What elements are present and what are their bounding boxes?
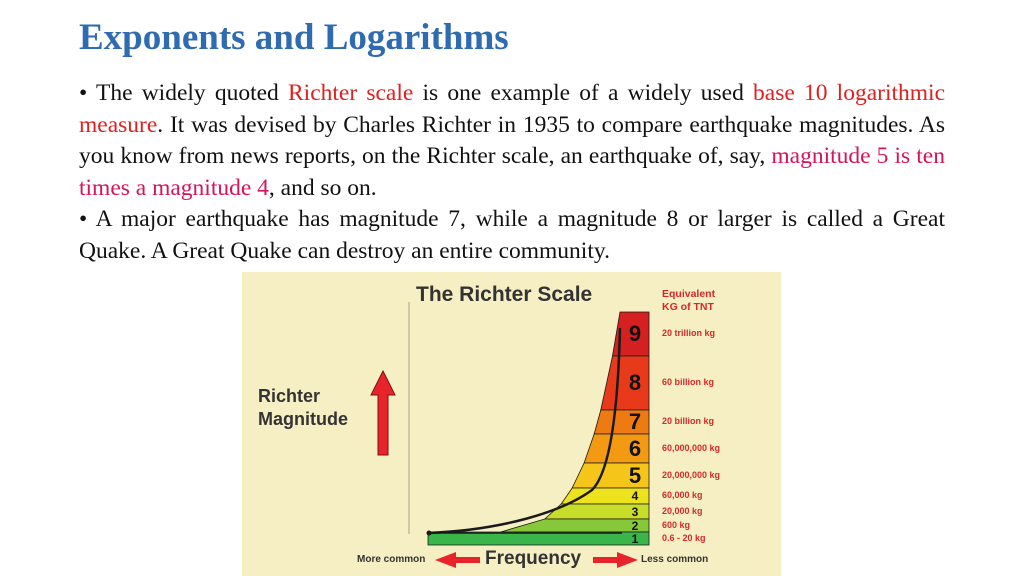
richter-scale-figure: The Richter Scale Equivalent KG of TNT R… [242,272,781,576]
tnt-label-2: 600 kg [662,519,691,530]
magnitude-label-7: 7 [628,409,642,435]
magnitude-label-8: 8 [628,370,642,396]
page-title: Exponents and Logarithms [79,17,509,58]
left-arrow [435,552,480,568]
tnt-header-line1: Equivalent [662,288,716,300]
tnt-label-3: 20,000 kg [662,505,703,516]
magnitude-label-4: 4 [631,489,639,504]
body-text: • The widely quoted Richter scale is one… [79,78,945,267]
magnitude-label-3: 3 [631,504,639,519]
tnt-header: Equivalent KG of TNT [662,288,742,314]
y-label-line2: Magnitude [258,409,348,429]
tnt-label-5: 20,000,000 kg [662,469,721,480]
right-arrow [593,552,638,568]
y-axis-line [408,302,410,534]
up-arrow-icon [370,370,396,456]
more-common-label: More common [357,554,426,565]
highlight-richter-scale: Richter scale [288,80,414,106]
text-segment: . It was devised by Charles Richter in 1… [79,111,945,170]
tnt-label-9: 20 trillion kg [662,328,716,338]
tnt-header-line2: KG of TNT [662,301,714,313]
y-label-line1: Richter [258,386,321,406]
curve-start-dot [426,530,432,536]
richter-chart-svg [426,311,650,568]
paragraph-richter-intro: • The widely quoted Richter scale is one… [79,78,945,204]
magnitude-label-5: 5 [628,462,642,488]
text-segment: is one example of a widely used [413,80,754,106]
less-common-label: Less common [641,554,709,565]
magnitude-label-6: 6 [628,435,642,461]
text-segment: • The widely quoted [79,80,288,106]
frequency-curve [427,327,622,535]
tnt-label-8: 60 billion kg [662,377,715,387]
text-segment: , and so on. [268,174,377,201]
band-magnitude-1 [427,531,650,546]
tnt-label-7: 20 billion kg [662,416,715,426]
magnitude-label-2: 2 [631,518,639,533]
highlight-magnitude: magnitude 5 is ten times a magnitude 4 [79,143,945,201]
tnt-label-1: 0.6 - 20 kg [662,532,706,543]
highlight-base10: base 10 logarithmic measure [79,80,946,138]
y-axis-label: Richter Magnitude [258,385,348,431]
magnitude-label-9: 9 [628,321,642,347]
tnt-label-4: 60,000 kg [662,490,703,500]
tnt-label-6: 60,000,000 kg [662,442,721,453]
paragraph-great-quake: • A major earthquake has magnitude 7, wh… [79,206,945,264]
magnitude-label-1: 1 [631,531,639,546]
x-axis-label: Frequency [485,548,582,569]
figure-title: The Richter Scale [416,283,593,306]
